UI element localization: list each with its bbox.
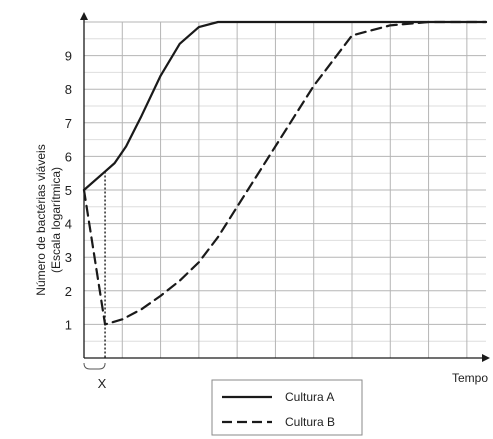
legend: Cultura A Cultura B [211,379,363,436]
axes [80,12,490,362]
y-axis-title-line2: (Escala logarítmica) [49,167,63,273]
x-marker-bracket [83,362,106,370]
series-line-cultura-b [82,20,488,326]
x-axis-title: Tempo [452,371,488,385]
grid [84,21,486,358]
legend-label-cultura-b: Cultura B [285,415,335,429]
y-tick-label: 3 [65,250,72,265]
series-lines [82,20,488,326]
y-tick-label: 2 [65,284,72,299]
y-tick-labels: 1 2 3 4 5 6 7 8 9 [65,49,72,333]
x-marker-label: X [98,376,107,391]
y-tick-label: 4 [65,217,72,232]
x-axis-arrow [482,354,490,362]
y-tick-label: 6 [65,149,72,164]
x-marker [83,171,106,370]
legend-label-cultura-a: Cultura A [285,390,334,404]
y-tick-label: 5 [65,183,72,198]
y-tick-label: 1 [65,317,72,332]
series-line-cultura-a [82,20,488,192]
legend-box [211,379,363,436]
y-axis-title-line1: Número de bactérias viáveis [34,144,48,295]
y-tick-label: 9 [65,49,72,64]
y-tick-label: 8 [65,82,72,97]
y-tick-label: 7 [65,116,72,131]
y-axis-arrow [80,12,88,20]
